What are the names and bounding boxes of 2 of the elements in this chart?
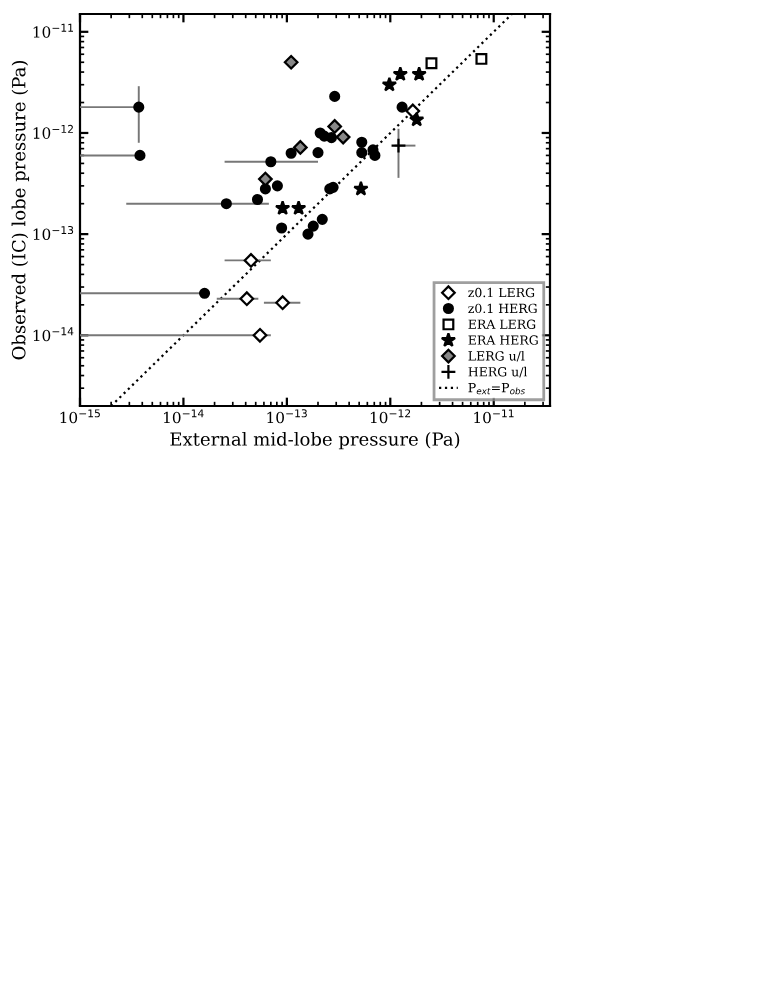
y-axis-title: Observed (IC) lobe pressure (Pa) xyxy=(11,61,30,360)
x-axis-title: External mid-lobe pressure (Pa) xyxy=(170,431,460,450)
